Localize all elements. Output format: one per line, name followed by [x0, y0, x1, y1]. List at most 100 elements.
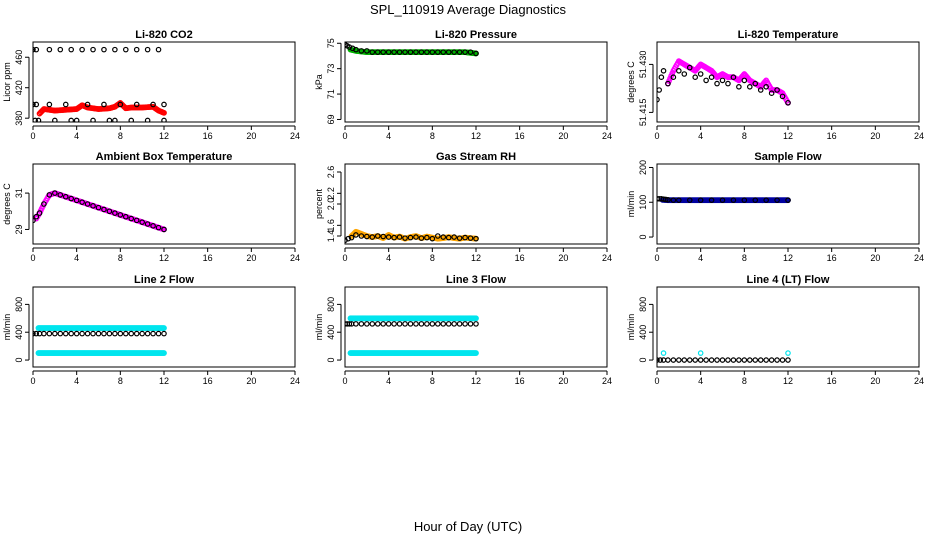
data-point: [434, 321, 441, 327]
data-point: [697, 350, 704, 356]
y-tick-label: 1.4: [326, 230, 336, 243]
x-tick-label: 16: [827, 253, 837, 263]
data-point: [150, 101, 156, 108]
series-high: [35, 325, 167, 331]
data-point: [456, 235, 463, 241]
y-tick-label: 800: [14, 297, 24, 312]
data-point: [348, 234, 355, 241]
data-point: [144, 117, 151, 122]
x-tick-label: 4: [386, 253, 391, 263]
data-point: [144, 221, 151, 227]
x-tick-label: 16: [827, 376, 837, 386]
data-point: [686, 357, 693, 363]
x-tick-label: 20: [558, 376, 568, 386]
data-point: [52, 330, 58, 337]
data-point: [128, 117, 135, 122]
series-raw: [345, 42, 479, 57]
y-tick-label: 380: [14, 111, 24, 126]
data-point: [473, 321, 479, 327]
data-point: [57, 192, 64, 198]
x-tick-label: 20: [558, 131, 568, 141]
data-point: [380, 49, 387, 55]
data-point: [122, 213, 129, 220]
data-point: [139, 330, 145, 337]
y-axis-label: ml/min: [2, 314, 12, 341]
data-point: [774, 87, 780, 93]
data-point: [349, 45, 356, 52]
data-point: [462, 49, 468, 55]
y-tick-label: 460: [14, 50, 24, 65]
series-raw: [33, 190, 167, 233]
x-tick-label: 12: [159, 131, 169, 141]
data-point: [79, 199, 85, 205]
y-tick-label: 400: [638, 325, 648, 340]
data-point: [467, 235, 474, 241]
data-point: [46, 330, 53, 337]
data-point: [473, 315, 479, 322]
data-point: [681, 71, 688, 77]
data-point: [68, 117, 75, 122]
x-tick-label: 0: [30, 131, 35, 141]
data-point: [112, 210, 118, 216]
panel-ambient-box-temperature: Ambient Box Temperature 0 4 8 12 16 20 24 29 31de…: [2, 151, 300, 263]
data-point: [369, 49, 376, 55]
data-point: [730, 197, 737, 203]
data-point: [396, 49, 403, 55]
data-point: [369, 321, 376, 327]
data-point: [33, 101, 40, 108]
series-raw: [33, 330, 167, 337]
data-point: [90, 46, 96, 53]
data-point: [785, 197, 791, 203]
data-point: [144, 46, 151, 53]
y-tick-label: 0: [638, 235, 648, 240]
data-point: [79, 330, 85, 337]
data-point: [660, 68, 667, 74]
panel-title: Line 3 Flow: [446, 274, 506, 286]
y-tick-label: 2.6: [326, 166, 336, 179]
data-point: [374, 49, 381, 55]
data-point: [662, 196, 669, 203]
data-point: [665, 80, 671, 87]
data-point: [155, 46, 162, 53]
y-tick-label: 2.2: [326, 187, 336, 200]
data-point: [462, 321, 468, 327]
x-tick-label: 0: [654, 376, 659, 386]
data-point: [467, 49, 474, 55]
data-point: [106, 117, 113, 122]
y-tick-label: 31: [14, 188, 24, 198]
data-point: [714, 80, 720, 87]
y-tick-label: 0: [326, 358, 336, 363]
x-tick-label: 8: [118, 131, 123, 141]
data-point: [703, 77, 709, 84]
data-point: [445, 49, 452, 55]
data-point: [445, 234, 452, 241]
data-point: [33, 46, 36, 53]
data-point: [161, 101, 167, 108]
data-point: [133, 217, 140, 224]
data-point: [407, 321, 414, 327]
x-tick-label: 4: [74, 376, 79, 386]
data-point: [95, 330, 102, 337]
y-tick-label: 1.6: [326, 219, 336, 232]
x-tick-label: 16: [203, 376, 213, 386]
data-point: [785, 100, 791, 106]
data-point: [33, 46, 40, 53]
y-tick-label: 400: [14, 325, 24, 340]
data-point: [68, 330, 75, 337]
series-raw: [33, 46, 167, 122]
data-point: [79, 46, 85, 53]
data-point: [161, 226, 167, 233]
series-sample-average: [665, 58, 791, 106]
data-point: [768, 357, 775, 363]
data-point: [33, 101, 36, 108]
data-point: [418, 321, 425, 327]
data-point: [144, 330, 151, 337]
data-point: [84, 201, 91, 207]
data-point: [353, 232, 359, 238]
data-point: [407, 49, 414, 55]
data-point: [779, 93, 786, 100]
data-point: [346, 44, 353, 50]
data-point: [456, 49, 463, 55]
data-point: [681, 357, 688, 363]
